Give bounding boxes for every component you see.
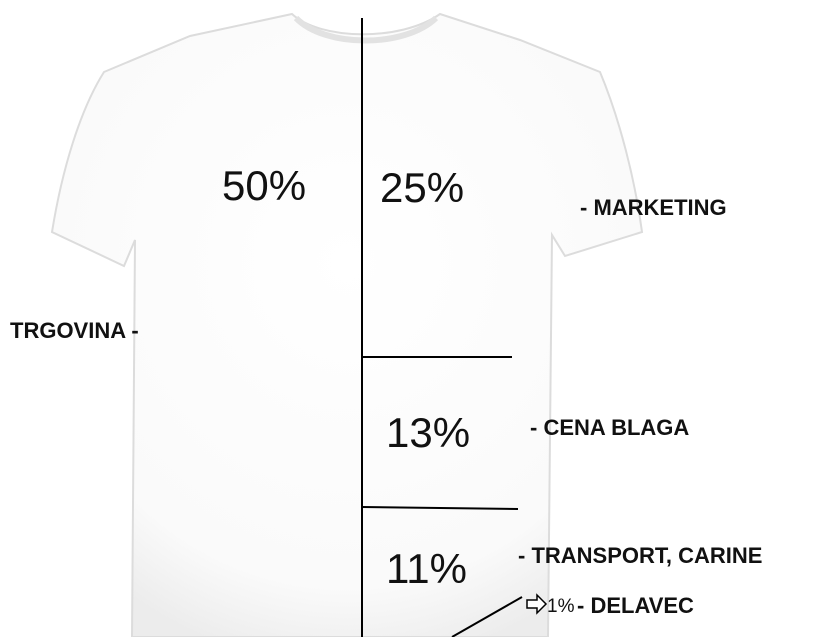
percent: 11% (386, 545, 467, 592)
percent: 1% (547, 596, 575, 617)
label: - MARKETING (580, 195, 727, 220)
divider (451, 596, 523, 637)
collar (293, 15, 439, 44)
percent: 13% (386, 409, 470, 456)
label: - DELAVEC (577, 593, 694, 618)
percent: 25% (380, 164, 464, 211)
percent: 50% (222, 162, 306, 209)
label: - CENA BLAGA (530, 415, 689, 440)
arrow (526, 593, 548, 615)
label: - TRANSPORT, CARINE (518, 543, 762, 568)
t-shirt (50, 12, 644, 637)
label: TRGOVINA - (10, 318, 139, 343)
divider (361, 506, 519, 510)
